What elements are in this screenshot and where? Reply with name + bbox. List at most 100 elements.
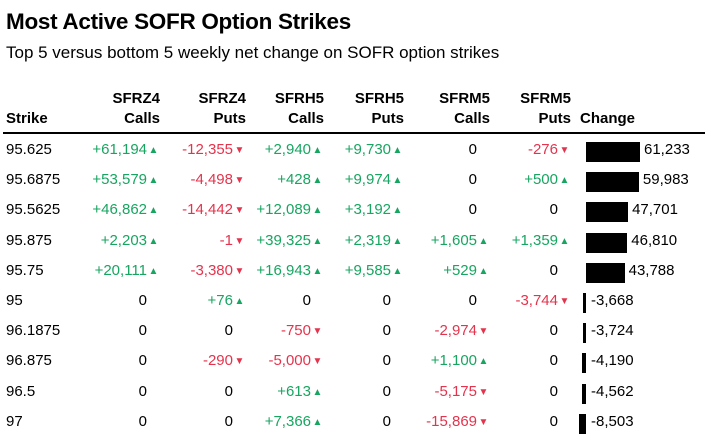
cell-value: 0 [468, 171, 477, 189]
cell-sfrz4-puts: 0 [225, 407, 246, 437]
cell-value: -14,442 [182, 201, 233, 219]
triangle-down-icon: ▼ [478, 416, 489, 428]
triangle-up-icon: ▲ [392, 145, 403, 156]
cell-sfrz4-puts: -14,442 ▼ [182, 195, 246, 225]
cell-value: +12,089 [256, 201, 311, 219]
change-label: 46,810 [631, 231, 678, 249]
cell-value: -4,498 [190, 171, 233, 189]
change-label: -4,190 [591, 352, 634, 370]
cell-value: 0 [138, 412, 147, 430]
cell-sfrm5-calls: +529 ▲ [443, 256, 490, 286]
table-row: 95.6875 +53,579 ▲ -4,498 ▼ +428 ▲ +9,974 ▲ 0 +500 ▲… [0, 165, 711, 195]
triangle-down-icon: ▼ [312, 356, 323, 368]
cell-value: 0 [138, 322, 147, 340]
triangle-up-icon: ▲ [559, 175, 570, 187]
cell-sfrh5-calls: +12,089 ▲ [256, 195, 324, 225]
triangle-up-icon: ▲ [148, 205, 159, 217]
triangle-up-icon: ▲ [312, 235, 323, 247]
cell-value: +61,194 [92, 141, 147, 158]
triangle-up-icon: ▲ [148, 175, 159, 187]
table-row: 96.875 0 -290 ▼ -5,000 ▼ 0 +1,100 ▲ 0 -4,190 [0, 346, 711, 376]
cell-sfrz4-puts: -12,355 ▼ [182, 135, 246, 165]
cell-value: 0 [468, 292, 477, 309]
cell-value: 0 [138, 382, 147, 400]
triangle-down-icon: ▼ [234, 205, 245, 217]
cell-value: 0 [468, 141, 477, 158]
strike-label: 95 [6, 292, 23, 309]
cell-sfrm5-puts: +500 ▲ [524, 165, 571, 195]
cell-value: -276 [527, 141, 558, 158]
cell-value: -5,000 [268, 352, 311, 370]
triangle-down-icon: ▼ [478, 326, 489, 338]
cell-sfrh5-calls: +2,940 ▲ [265, 135, 324, 165]
cell-value: +529 [443, 261, 477, 279]
cell-sfrh5-puts: +9,585 ▲ [345, 256, 404, 286]
cell-sfrz4-calls: 0 [139, 316, 160, 346]
change-label: -3,724 [591, 322, 634, 340]
strike-label: 96.1875 [6, 322, 61, 340]
cell-value: -5,175 [434, 382, 477, 400]
strike-label: 97 [6, 412, 23, 430]
triangle-down-icon: ▼ [312, 326, 323, 338]
triangle-down-icon: ▼ [559, 145, 570, 156]
cell-value: +9,730 [344, 141, 391, 158]
triangle-down-icon: ▼ [234, 356, 245, 368]
cell-sfrz4-calls: +20,111 ▲ [95, 256, 160, 286]
cell-sfrh5-calls: +16,943 ▲ [256, 256, 324, 286]
header-rule [3, 132, 705, 134]
cell-value: +46,862 [92, 201, 147, 219]
cell-value: 0 [382, 352, 391, 370]
cell-value: +76 [207, 292, 233, 309]
triangle-up-icon: ▲ [148, 145, 159, 156]
cell-sfrm5-calls: 0 [469, 195, 490, 225]
triangle-up-icon: ▲ [312, 416, 323, 428]
triangle-down-icon: ▼ [234, 265, 245, 277]
cell-sfrz4-calls: 0 [139, 377, 160, 407]
change-bar [586, 142, 640, 162]
cell-sfrz4-puts: -1 ▼ [220, 226, 246, 256]
strike-label: 95.625 [6, 141, 52, 158]
cell-value: +3,192 [344, 201, 391, 219]
cell-value: +53,579 [92, 171, 147, 189]
cell-sfrz4-puts: 0 [225, 377, 246, 407]
cell-value: -3,744 [515, 292, 558, 309]
change-label: 47,701 [632, 201, 678, 219]
strike-label: 95.6875 [6, 171, 61, 189]
change-bar [586, 202, 629, 223]
cell-value: 0 [382, 292, 391, 309]
cell-value: 0 [382, 322, 391, 340]
cell-sfrm5-calls: +1,100 ▲ [431, 346, 490, 376]
change-bar [586, 232, 628, 253]
header-strike: Strike [6, 110, 48, 127]
cell-value: +2,319 [344, 231, 391, 249]
cell-sfrh5-calls: +7,366 ▲ [265, 407, 324, 437]
strike-label: 96.875 [6, 352, 52, 370]
cell-sfrm5-puts: 0 [550, 316, 571, 346]
change-label: -3,668 [591, 292, 634, 309]
cell-value: 0 [382, 382, 391, 400]
change-bar [582, 293, 586, 313]
triangle-up-icon: ▲ [392, 235, 403, 247]
header-sfrm5-calls: SFRM5 Calls [439, 90, 490, 127]
cell-value: 0 [138, 292, 147, 309]
cell-sfrh5-calls: +39,325 ▲ [256, 226, 324, 256]
header-sfrm5-puts: SFRM5 Puts [520, 90, 571, 127]
chart-title: Most Active SOFR Option Strikes [6, 9, 351, 34]
cell-value: 0 [302, 292, 311, 309]
change-bar [586, 172, 639, 193]
triangle-up-icon: ▲ [148, 265, 159, 277]
cell-value: +1,359 [511, 231, 558, 249]
cell-sfrh5-calls: -750 ▼ [281, 316, 324, 346]
cell-value: +500 [524, 171, 558, 189]
strike-label: 96.5 [6, 382, 36, 400]
change-label: 61,233 [644, 141, 690, 158]
cell-sfrz4-calls: +2,203 ▲ [101, 226, 160, 256]
cell-sfrh5-puts: 0 [383, 346, 404, 376]
cell-sfrm5-calls: -5,175 ▼ [434, 377, 490, 407]
change-label: 43,788 [628, 261, 675, 279]
triangle-up-icon: ▲ [559, 235, 570, 247]
triangle-up-icon: ▲ [234, 296, 245, 307]
change-bar [578, 413, 586, 434]
table-row: 95.5625 +46,862 ▲ -14,442 ▼ +12,089 ▲ +3,192 ▲ 0 0… [0, 195, 711, 225]
cell-value: 0 [224, 322, 233, 340]
